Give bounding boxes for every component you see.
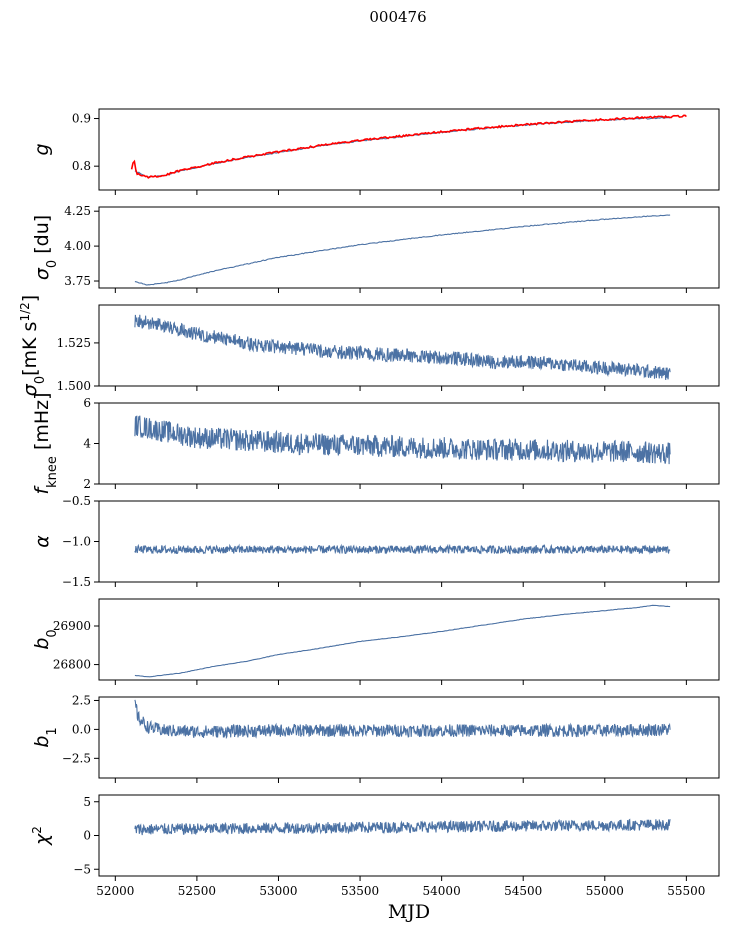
y-axis-label: σ0 [du]: [31, 215, 60, 280]
subplot-1: 0.8 0.9 g: [31, 108, 720, 195]
subplot-8: −5 0 5 52000 52500 53000 53500 54000 54500 55000 5…: [30, 794, 720, 923]
y-axis-label: b0: [31, 629, 60, 649]
y-tick-label: 4.25: [64, 204, 91, 218]
y-tick-label: 4.00: [64, 239, 91, 253]
y-tick-label: 26900: [53, 619, 91, 633]
y-axis-label: g: [31, 143, 53, 155]
series-line-1: [134, 543, 671, 555]
y-tick-label: −1.5: [62, 575, 91, 589]
series-line-1: [134, 415, 671, 465]
y-tick-label: 1.525: [57, 336, 91, 350]
series-line-1: [134, 818, 671, 836]
series-line-1: [134, 699, 671, 740]
y-tick-label: 6: [83, 396, 91, 410]
axes-frame: [98, 696, 720, 779]
x-tick-label: 55000: [586, 884, 624, 898]
series-line-1: [134, 214, 671, 286]
subplot-2: 3.75 4.00 4.25 σ0 [du]: [31, 204, 720, 293]
y-axis-label: σ0[mK s1/2]: [18, 295, 48, 396]
y-tick-label: −1.0: [62, 535, 91, 549]
x-tick-label: 52500: [178, 884, 216, 898]
series-line-2: [130, 114, 687, 179]
y-tick-label: −0.5: [62, 494, 91, 508]
y-tick-label: 3.75: [64, 274, 91, 288]
y-axis-label: χ2: [30, 826, 53, 846]
y-tick-label: 0.8: [72, 159, 91, 173]
x-tick-label: 54000: [423, 884, 461, 898]
y-tick-label: 0.9: [72, 112, 91, 126]
series-line-1: [134, 604, 671, 678]
y-tick-label: 26800: [53, 658, 91, 672]
subplot-5: −1.5 −1.0 −0.5 α: [31, 494, 720, 589]
x-tick-label: 53000: [259, 884, 297, 898]
y-tick-label: 2.5: [72, 693, 91, 707]
subplot-4: 2 4 6 fknee [mHz]: [31, 392, 720, 495]
y-tick-label: −5: [73, 862, 91, 876]
axes-frame: [98, 206, 720, 289]
axes-frame: [98, 304, 720, 387]
y-tick-label: 2: [83, 477, 91, 491]
figure-title: 000476: [369, 8, 426, 26]
axes-frame: [98, 598, 720, 681]
x-tick-label: 55500: [667, 884, 705, 898]
x-tick-label: 54500: [504, 884, 542, 898]
y-tick-label: 5: [83, 795, 91, 809]
y-tick-label: 1.500: [57, 379, 91, 393]
x-tick-label: 53500: [341, 884, 379, 898]
y-tick-label: 0.0: [72, 722, 91, 736]
axes-frame: [98, 108, 720, 191]
y-axis-label: b1: [31, 727, 60, 747]
y-tick-label: −2.5: [62, 751, 91, 765]
series-line-1: [134, 314, 671, 381]
y-tick-label: 4: [83, 437, 91, 451]
subplot-3: 1.500 1.525 σ0[mK s1/2]: [18, 295, 720, 396]
x-tick-label: 52000: [96, 884, 134, 898]
y-axis-label: fknee [mHz]: [31, 392, 60, 494]
subplot-7: −2.5 0.0 2.5 b1: [31, 693, 720, 783]
y-axis-label: α: [31, 535, 53, 548]
y-tick-label: 0: [83, 829, 91, 843]
x-axis-label: MJD: [388, 901, 430, 923]
